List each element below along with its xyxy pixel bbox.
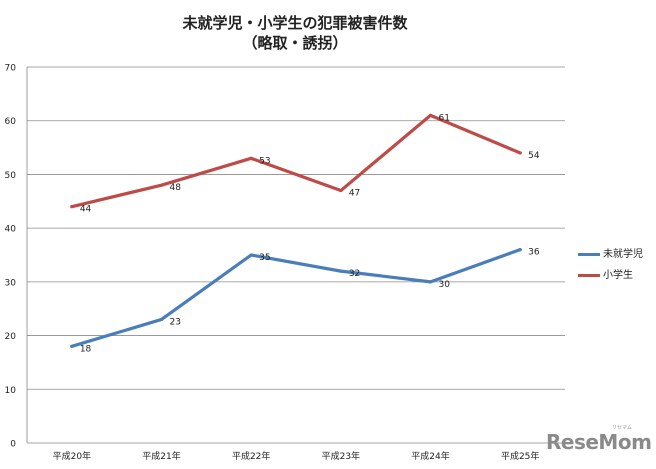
data-point [518, 151, 522, 155]
watermark-small-text: リセマム [612, 425, 633, 431]
data-label: 53 [259, 156, 270, 166]
data-point [249, 156, 253, 160]
data-point [159, 183, 164, 187]
y-tick-label: 70 [5, 64, 17, 74]
legend-swatch-series-1 [578, 252, 600, 256]
data-point [339, 269, 343, 273]
series-line-1 [70, 248, 522, 348]
y-tick-label: 20 [5, 332, 17, 342]
data-point [249, 253, 253, 257]
legend-swatch-series-2 [578, 273, 600, 277]
x-tick-label: 平成23年 [322, 450, 360, 462]
chart-title: 未就学児・小学生の犯罪被害件数 [182, 14, 408, 32]
x-tick-label: 平成21年 [142, 450, 180, 462]
data-label: 35 [259, 253, 270, 263]
legend-label-series-2: 小学生 [603, 270, 633, 281]
data-label: 48 [170, 183, 182, 193]
x-tick-label: 平成22年 [232, 450, 270, 462]
legend-item-series-1: 未就学児 [578, 245, 643, 260]
data-point [70, 344, 74, 348]
data-point [159, 317, 164, 322]
data-point [428, 113, 433, 117]
data-label: 44 [80, 205, 92, 215]
y-tick-label: 60 [5, 117, 17, 127]
x-tick-label: 平成25年 [501, 450, 539, 462]
data-label: 32 [349, 269, 360, 279]
y-tick-label: 50 [5, 171, 17, 181]
data-label: 23 [170, 317, 181, 327]
y-tick-label: 0 [10, 440, 16, 450]
x-tick-label: 平成20年 [53, 450, 91, 462]
y-tick-label: 10 [5, 386, 17, 396]
legend-label-series-1: 未就学児 [603, 249, 643, 260]
x-tick-label: 平成24年 [411, 450, 449, 462]
y-tick-label: 30 [5, 278, 17, 288]
data-label: 36 [528, 248, 540, 258]
data-point [70, 205, 74, 209]
data-label: 18 [80, 344, 92, 354]
watermark-logo: ReseMom [546, 430, 652, 454]
data-point [518, 248, 522, 252]
data-point [428, 280, 433, 284]
y-tick-label: 40 [5, 225, 17, 235]
data-point [339, 188, 343, 193]
data-label: 61 [439, 113, 450, 123]
series-line-2 [70, 113, 522, 209]
data-label: 47 [349, 189, 360, 199]
chart-subtitle: （略取・誘拐） [242, 34, 348, 52]
data-label: 30 [439, 280, 451, 290]
legend-item-series-2: 小学生 [578, 266, 633, 281]
data-label: 54 [528, 151, 540, 161]
